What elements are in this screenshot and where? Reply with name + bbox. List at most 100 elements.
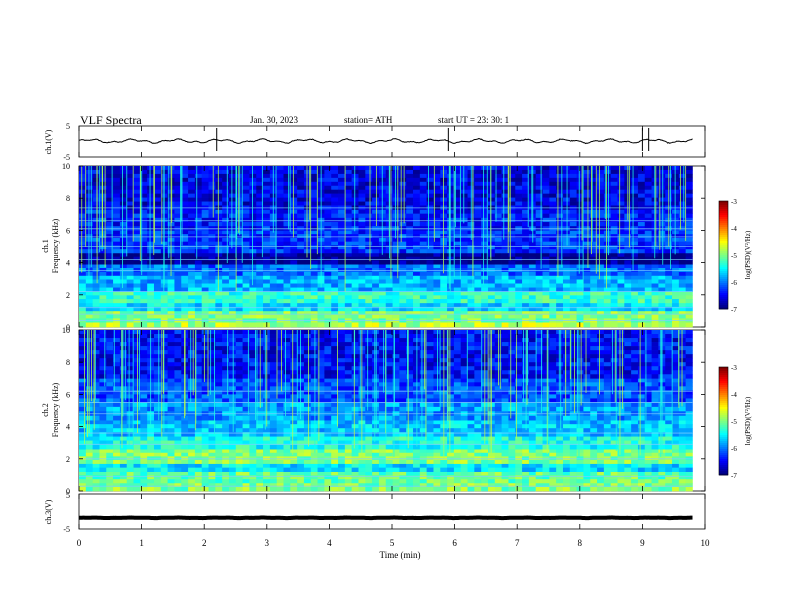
ch2-spectrogram-band-1-cell [215, 479, 223, 484]
ch1-spectrogram-band-9-cell [208, 193, 216, 198]
ch2-spectrogram-band-1-cell [297, 475, 305, 480]
ch1-spectrogram-band-9-cell [174, 177, 182, 183]
ch2-spectrogram-band-4-cell [297, 436, 305, 441]
ch2-spectrogram-band-1-cell [338, 471, 346, 476]
ch1-spectrogram-band-3-cell [174, 295, 182, 300]
ch1-spectrogram-band-4-cell [494, 283, 502, 288]
ch1-spectrogram-band-7-cell [181, 237, 189, 242]
ch1-spectrogram-band-4-cell [263, 275, 271, 280]
ch2-spectrogram-band-3-cell [344, 449, 352, 454]
ch1-spectrogram-band-5-cell [365, 271, 373, 276]
ch1-spectrogram-band-6-cell [310, 252, 318, 257]
ch1-spectrogram-band-9-cell [276, 197, 284, 202]
ch1-waveform-line [79, 137, 693, 145]
ch2-spectrogram-band-4-cell [508, 436, 516, 441]
ch1-spectrogram-band-8-cell [501, 217, 509, 223]
ch2-spectrogram-band-1-cell [569, 475, 577, 480]
ch1-spectrogram-band-8-cell [140, 217, 148, 223]
ch1-spectrogram-band-1-cell [290, 310, 298, 315]
ch2-spectrogram-band-0-cell [256, 486, 264, 492]
ch1-spectrogram-band-3-cell [242, 291, 250, 296]
ch1-spectrogram-band-4-cell [549, 287, 557, 292]
ch2-spectrogram-band-4-cell [378, 440, 387, 446]
ch1-spectrogram-band-8-cell [188, 209, 196, 214]
ch2-spectrogram-band-3-cell [576, 449, 584, 454]
ch1-spectrogram-band-7-cell [556, 237, 564, 242]
ch2-spectrogram-band-1-cell [358, 475, 366, 480]
ch1-spectrogram-band-9-cell [263, 177, 271, 183]
ch2-spectrogram-band-2-cell [344, 463, 352, 468]
ch2-spectrogram-band-3-cell [208, 460, 216, 464]
ch1-spectrogram-band-9-cell [338, 201, 346, 206]
ch2-spectrogram-band-2-cell [419, 467, 427, 472]
ch1-spectrogram-band-4-cell [590, 275, 598, 280]
ch1-spectrogram-band-7-cell [556, 241, 564, 246]
ch2-spectrogram-band-0-cell [637, 486, 646, 492]
ch1-spectrogram-band-9-cell [569, 197, 577, 202]
ch2-spectrogram-band-1-cell [249, 475, 257, 480]
ch1-spectrogram-band-2-cell [672, 306, 680, 312]
ch2-spectrogram-band-3-cell [194, 456, 202, 461]
ch1-spectrogram-band-9-cell [263, 173, 271, 179]
ch1-spectrogram-band-3-cell [392, 295, 400, 300]
ch1-spectrogram-band-3-cell [644, 295, 652, 300]
ch1-spectrogram-band-8-cell [603, 213, 611, 219]
ch1-spectrogram-band-0-cell [242, 322, 250, 328]
ch1-spectrogram-band-6-cell [276, 260, 284, 265]
ch2-spectrogram-band-3-cell [501, 449, 509, 454]
ch2-spectrogram-band-2-cell [440, 467, 448, 472]
ch1-spectrogram-band-5-cell [153, 264, 162, 269]
ch2-spectrogram-band-3-cell [269, 460, 277, 464]
ch1-spectrogram-band-3-cell [297, 291, 305, 296]
ch1-spectrogram-band-9-cell [194, 181, 202, 187]
ch1-spectrogram-band-3-cell [317, 295, 325, 300]
ch2-spectrogram-band-3-cell [338, 449, 346, 454]
ch2-spectrogram-band-0-cell [392, 486, 400, 492]
ch2-spectrogram-band-0-cell [556, 486, 564, 492]
ch1-spectrogram-band-6-cell [528, 252, 537, 257]
ch2-spectrogram-band-2-cell [631, 467, 639, 472]
ch2-spectrogram-band-3-cell [556, 449, 564, 454]
ch1-spectrogram-band-1-cell [106, 310, 114, 315]
ch1-spectrogram-band-9-cell [610, 185, 618, 191]
ch2-spectrogram-band-1-cell [399, 475, 407, 480]
ch2-spectrogram-band-1-cell [535, 475, 543, 480]
ch1-spectrogram-band-7-cell [242, 249, 250, 254]
ch1-spectrogram-band-9-cell [372, 166, 380, 171]
ch1-spectrogram-band-8-cell [672, 222, 680, 227]
ch1-spectrogram-band-5-cell [631, 271, 639, 276]
ch1-spectrogram-band-8-cell [331, 209, 339, 214]
ch1-spectrogram-band-3-cell [283, 295, 291, 300]
ch1-spectrogram-band-6-cell [631, 252, 639, 257]
ch1-spectrogram-band-6-cell [535, 256, 543, 261]
ch1-spectrogram-band-9-cell [685, 177, 693, 183]
ch1-spectrogram-band-1-cell [637, 314, 646, 319]
ch2-spectrogram-band-1-cell [597, 471, 605, 476]
ch1-spectrogram-band-4-cell [426, 283, 434, 288]
ch1-spectrogram-band-2-cell [528, 302, 537, 308]
ch1-spectrogram-band-6-cell [324, 256, 332, 261]
ch1-spectrogram-band-9-cell [542, 193, 550, 198]
ch1-spectrogram-band-9-cell [174, 173, 182, 179]
ch1-spectrogram-band-8-cell [358, 209, 366, 214]
ch1-spectrogram-band-9-cell [228, 177, 237, 183]
ch1-spectrogram-band-9-cell [153, 173, 162, 179]
ch2-spectrogram-band-0-cell [460, 486, 468, 492]
ch1-spectrogram-band-9-cell [344, 169, 352, 175]
ch1-spectrogram-band-9-cell [678, 185, 686, 191]
ch2-spectrogram-band-2-cell [194, 463, 202, 468]
ch2-spectrogram-band-1-cell [528, 475, 537, 480]
ch1-spectrogram-band-3-cell [637, 299, 646, 304]
ch1-spectrogram-band-9-cell [188, 185, 196, 191]
ch1-spectrogram-band-2-cell [99, 302, 107, 308]
ch2-spectrogram-band-2-cell [467, 467, 475, 472]
ch1-spectrogram-band-4-cell [487, 275, 496, 280]
ch1-spectrogram-band-9-cell [276, 173, 284, 179]
ch1-spectrogram-band-4-cell [385, 279, 393, 284]
ch1-spectrogram-band-9-cell [508, 181, 516, 187]
ch1-spectrogram-band-9-cell [678, 181, 686, 187]
ch2-spectrogram-band-2-cell [181, 467, 189, 472]
ch1-spectrogram-band-7-cell [522, 241, 530, 246]
ch1-spectrogram-band-7-cell [119, 234, 128, 239]
ch2-spectrogram-band-1-cell [651, 475, 659, 480]
